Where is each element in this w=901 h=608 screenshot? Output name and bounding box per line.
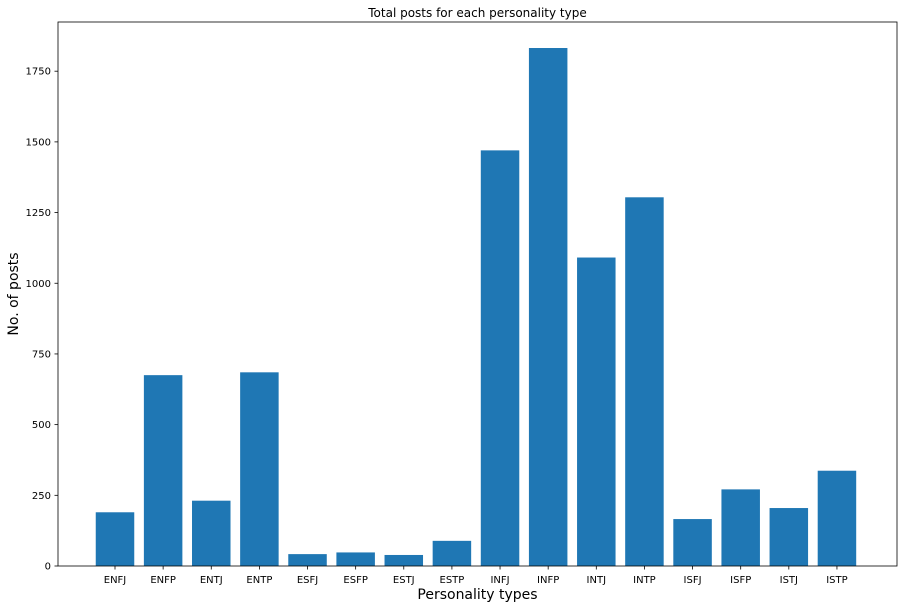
bar-infj <box>480 150 520 566</box>
x-tick-label: ISFJ <box>684 575 702 586</box>
bar-enfj <box>95 512 135 566</box>
bar-enfp <box>143 375 183 566</box>
bar-intp <box>625 197 664 567</box>
x-tick-label: ISFP <box>730 575 751 586</box>
bar-istp <box>817 470 857 566</box>
bar-esfj <box>288 554 327 566</box>
bar-intj <box>577 257 616 566</box>
x-tick-label: INFP <box>537 575 559 586</box>
bar-entj <box>192 500 231 566</box>
x-tick-label: INTP <box>633 575 656 586</box>
y-axis-title: No. of posts <box>6 252 22 335</box>
x-tick-label: INFJ <box>490 575 509 586</box>
bar-esfp <box>336 552 375 566</box>
bar-isfj <box>673 519 712 566</box>
x-tick-label: ESTP <box>440 575 465 586</box>
y-tick-label: 1000 <box>26 279 51 290</box>
bar-infp <box>528 48 568 566</box>
y-tick-label: 1250 <box>26 208 51 219</box>
chart-title: Total posts for each personality type <box>367 6 586 20</box>
bar-estp <box>432 540 472 566</box>
x-axis-ticks: ENFJ ENFP ENTJ ENTP ESFJ ESFP ESTJ ESTP INFJ INFP… <box>104 566 848 586</box>
x-tick-label: ESFJ <box>297 575 318 586</box>
y-tick-label: 0 <box>45 562 51 573</box>
y-tick-label: 250 <box>32 491 51 502</box>
y-axis-ticks: 0 250 500 750 1000 1250 1500 1750 <box>26 67 58 573</box>
bar-istj <box>769 508 809 566</box>
x-tick-label: ENTP <box>246 575 272 586</box>
x-tick-label: ENTJ <box>200 575 223 586</box>
y-tick-label: 500 <box>32 420 51 431</box>
x-axis-title: Personality types <box>417 587 537 603</box>
y-tick-label: 1500 <box>26 137 51 148</box>
y-tick-label: 750 <box>32 349 51 360</box>
x-tick-label: ISTJ <box>780 575 798 586</box>
plot-frame <box>57 21 898 567</box>
x-tick-label: INTJ <box>587 575 607 586</box>
bar-estj <box>384 554 424 566</box>
x-tick-label: ENFP <box>150 575 176 586</box>
x-tick-label: ENFJ <box>104 575 127 586</box>
x-tick-label: ESTJ <box>393 575 415 586</box>
bar-entp <box>240 372 279 566</box>
x-tick-label: ISTP <box>826 575 847 586</box>
bars-group <box>95 48 857 567</box>
x-tick-label: ESFP <box>343 575 367 586</box>
y-tick-label: 1750 <box>26 67 51 78</box>
bar-isfp <box>721 489 760 566</box>
